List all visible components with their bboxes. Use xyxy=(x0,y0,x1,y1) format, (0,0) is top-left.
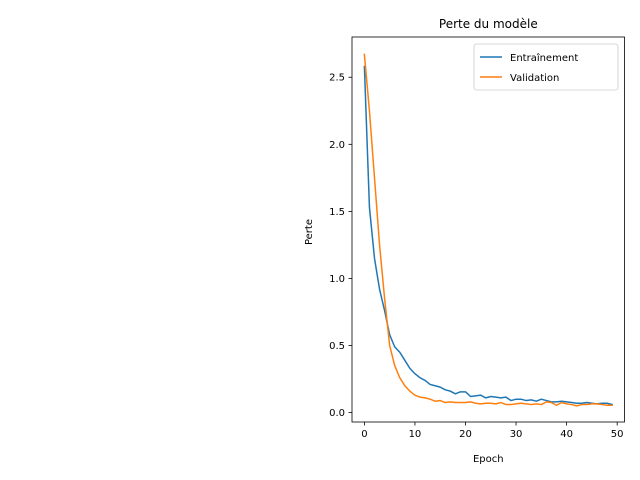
y-tick-label: 0.0 xyxy=(329,408,345,419)
x-tick-label: 0 xyxy=(361,429,367,440)
y-axis-title: Perte xyxy=(304,219,315,245)
x-tick-label: 40 xyxy=(560,429,573,440)
chart-title: Perte du modèle xyxy=(439,17,538,31)
y-tick-label: 1.5 xyxy=(329,207,345,218)
series-line-training xyxy=(363,65,614,406)
x-tick-label: 20 xyxy=(459,429,472,440)
x-tick-label: 50 xyxy=(611,429,624,440)
plot-area: 0 10 20 30 40 50 0.0 0.5 1.0 1.5 2.0 2.5 xyxy=(329,36,625,440)
x-axis-title: Epoch xyxy=(473,454,504,465)
y-tick-label: 1.0 xyxy=(329,274,345,285)
legend-box xyxy=(473,43,619,91)
x-tick-label: 30 xyxy=(510,429,523,440)
axes-frame xyxy=(351,36,625,423)
series-line-validation xyxy=(363,53,613,407)
y-tick-label: 2.5 xyxy=(329,73,345,84)
legend: Entraînement Validation xyxy=(473,43,619,91)
y-tick-label: 0.5 xyxy=(329,341,345,352)
x-tick-label: 10 xyxy=(409,429,422,440)
legend-label: Validation xyxy=(510,73,559,84)
legend-label: Entraînement xyxy=(510,52,578,64)
y-tick-label: 2.0 xyxy=(329,140,345,151)
